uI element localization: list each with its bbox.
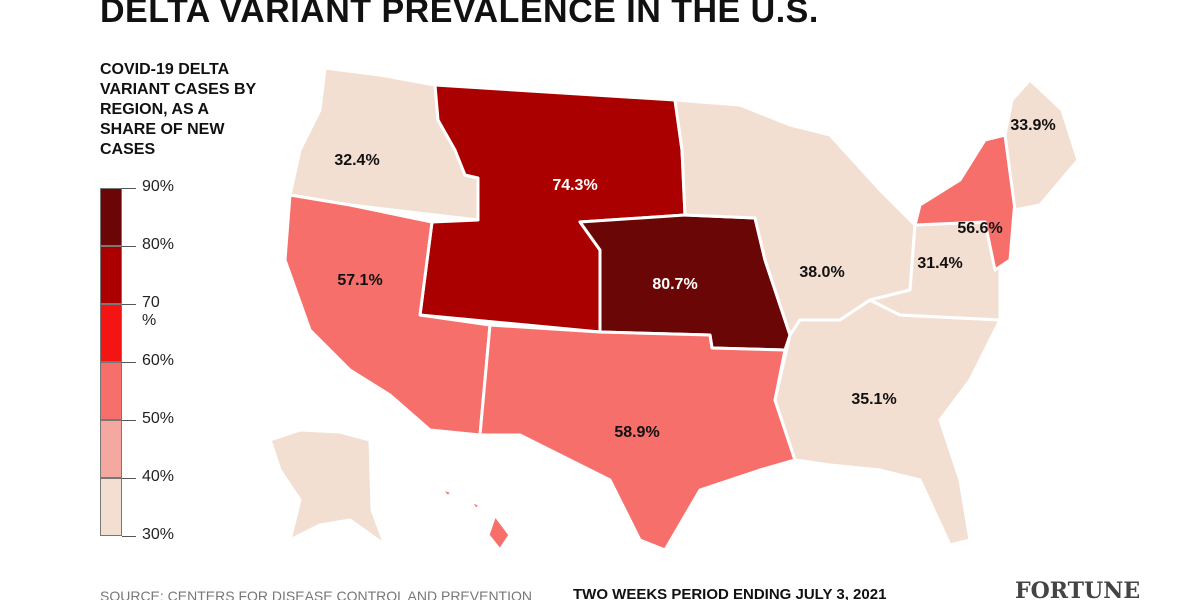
legend-tick bbox=[122, 420, 136, 421]
legend-tick-label: 60% bbox=[142, 352, 175, 369]
legend-swatch bbox=[100, 188, 122, 246]
map-region bbox=[283, 193, 512, 552]
legend-swatch bbox=[100, 478, 122, 536]
region-shape bbox=[283, 193, 492, 437]
region-value-label: 38.0% bbox=[799, 264, 844, 281]
region-value-label: 35.1% bbox=[851, 391, 896, 408]
region-shape bbox=[438, 486, 454, 499]
region-value-label: 57.1% bbox=[337, 272, 382, 289]
region-value-label: 74.3% bbox=[552, 177, 597, 194]
legend-tick-label: 80% bbox=[142, 236, 175, 253]
legend-swatch bbox=[100, 246, 122, 304]
region-shape bbox=[468, 498, 482, 512]
legend-tick bbox=[122, 304, 136, 305]
legend-tick-label: 40% bbox=[142, 468, 175, 485]
page-title: DELTA VARIANT PREVALENCE IN THE U.S. bbox=[100, 0, 819, 30]
region-shape bbox=[478, 323, 797, 552]
region-shape bbox=[268, 428, 387, 547]
legend-tick bbox=[122, 478, 136, 479]
map-region bbox=[773, 298, 1002, 547]
region-value-label: 56.6% bbox=[957, 220, 1002, 237]
region-value-label: 58.9% bbox=[614, 424, 659, 441]
map-region bbox=[913, 133, 1017, 272]
legend-tick-label: 30% bbox=[142, 526, 175, 543]
region-value-label: 32.4% bbox=[334, 152, 379, 169]
legend-swatch bbox=[100, 362, 122, 420]
map-region bbox=[478, 323, 797, 552]
region-shape bbox=[773, 298, 1002, 547]
region-value-label: 80.7% bbox=[652, 276, 697, 293]
legend-title: COVID-19 DELTA VARIANT CASES BY REGION, … bbox=[100, 61, 256, 158]
period-note: TWO WEEKS PERIOD ENDING JULY 3, 2021 bbox=[573, 586, 887, 600]
region-value-label: 31.4% bbox=[917, 255, 962, 272]
legend-swatch bbox=[100, 420, 122, 478]
legend-tick bbox=[122, 536, 136, 537]
legend-tick bbox=[122, 362, 136, 363]
map-region bbox=[1003, 78, 1080, 212]
legend-swatch bbox=[100, 304, 122, 362]
legend-tick-label: 50% bbox=[142, 410, 175, 427]
region-shape bbox=[1003, 78, 1080, 212]
legend-tick bbox=[122, 246, 136, 247]
fortune-logo: FORTUNE bbox=[1015, 578, 1141, 600]
region-shape bbox=[913, 133, 1017, 272]
region-shape bbox=[486, 513, 512, 552]
source-note: SOURCE: CENTERS FOR DISEASE CONTROL AND … bbox=[100, 588, 532, 600]
legend-tick-label: 70 % bbox=[142, 294, 160, 329]
legend-tick bbox=[122, 188, 136, 189]
region-value-label: 33.9% bbox=[1010, 117, 1055, 134]
legend-tick-label: 90% bbox=[142, 178, 175, 195]
